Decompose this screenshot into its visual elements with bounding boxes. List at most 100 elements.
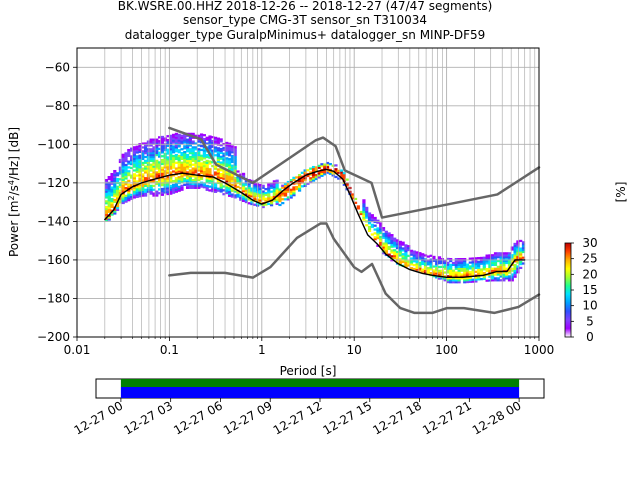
heatmap-cell [269,184,274,188]
heatmap-cell [118,172,123,175]
heatmap-cell [118,168,123,171]
heatmap-cell [384,244,388,247]
heatmap-cell [138,195,142,198]
heatmap-cell [202,157,206,160]
heatmap-cell [454,271,458,274]
heatmap-cell [353,197,358,201]
heatmap-cell [197,179,201,182]
heatmap-cell [429,262,433,265]
heatmap-cell [435,266,439,269]
heatmap-cell [415,268,419,271]
heatmap-cell [185,148,190,151]
heatmap-cell [227,148,232,151]
heatmap-cell [166,165,170,169]
heatmap-cell [426,259,430,262]
heatmap-cell [401,260,405,264]
heatmap-cell [116,195,120,198]
heatmap-cell [373,216,377,220]
heatmap-cell [297,179,302,183]
heatmap-cell [507,258,512,261]
heatmap-cell [435,260,439,264]
heatmap-cell [211,184,215,187]
heatmap-cell [244,191,248,194]
heatmap-cell [121,165,125,168]
heatmap-cell [171,164,176,167]
heatmap-cell [177,149,181,152]
heatmap-cell [180,178,184,182]
heatmap-cell [146,179,150,182]
heatmap-cell [124,171,128,174]
heatmap-cell [160,149,164,152]
heatmap-cell [496,269,500,272]
heatmap-cell [211,136,215,139]
heatmap-cell [241,197,246,201]
heatmap-cell [516,261,520,264]
heatmap-cell [499,263,503,267]
heatmap-cell [373,238,377,241]
heatmap-cell [404,261,408,264]
heatmap-cell [180,155,184,159]
heatmap-cell [219,182,223,185]
heatmap-cell [474,257,478,260]
heatmap-cell [166,162,170,165]
heatmap-cell [521,256,526,259]
heatmap-cell [409,249,414,252]
heatmap-cell [250,187,254,190]
heatmap-cell [118,170,123,173]
heatmap-cell [429,268,433,271]
heatmap-cell [283,198,288,201]
heatmap-cell [138,170,142,173]
heatmap-cell [362,205,366,208]
heatmap-cell [384,249,388,253]
heatmap-cell [127,150,131,154]
heatmap-cell [222,175,226,178]
heatmap-cell [225,161,229,164]
heatmap-cell [370,225,374,228]
heatmap-cell [435,268,439,271]
heatmap-cell [390,241,394,244]
heatmap-cell [463,273,467,276]
heatmap-cell [208,137,212,140]
heatmap-cell [191,163,195,166]
heatmap-cell [202,162,206,166]
heatmap-cell [130,174,134,177]
heatmap-cell [104,213,109,216]
heatmap-cell [496,273,500,276]
heatmap-cell [415,251,419,254]
heatmap-cell [177,151,181,154]
heatmap-cell [236,180,240,183]
heatmap-cell [446,280,450,284]
heatmap-cell [493,277,498,280]
heatmap-cell [113,193,117,196]
heatmap-cell [474,270,478,273]
heatmap-cell [180,171,184,174]
heatmap-cell [286,180,290,184]
heatmap-cell [180,136,184,139]
heatmap-cell [264,193,268,197]
heatmap-cell [225,170,229,173]
heatmap-cell [451,275,456,278]
heatmap-cell [107,187,111,190]
heatmap-cell [409,259,414,262]
heatmap-cell [493,259,498,263]
heatmap-cell [521,250,526,254]
heatmap-cell [311,177,316,180]
heatmap-cell [149,153,153,157]
heatmap-cell [132,177,137,180]
heatmap-cell [482,260,486,263]
heatmap-cell [491,277,495,280]
heatmap-cell [222,154,226,157]
heatmap-cell [516,267,520,270]
heatmap-cell [258,183,262,187]
heatmap-cell [437,269,442,272]
heatmap-cell [267,198,271,202]
heatmap-cell [160,170,164,173]
heatmap-cell [149,163,153,166]
heatmap-cell [281,198,285,201]
heatmap-cell [488,258,492,261]
heatmap-cell [295,185,299,189]
heatmap-cell [376,244,380,247]
heatmap-cell [213,150,218,153]
heatmap-cell [155,175,159,178]
heatmap-cell [258,185,262,189]
